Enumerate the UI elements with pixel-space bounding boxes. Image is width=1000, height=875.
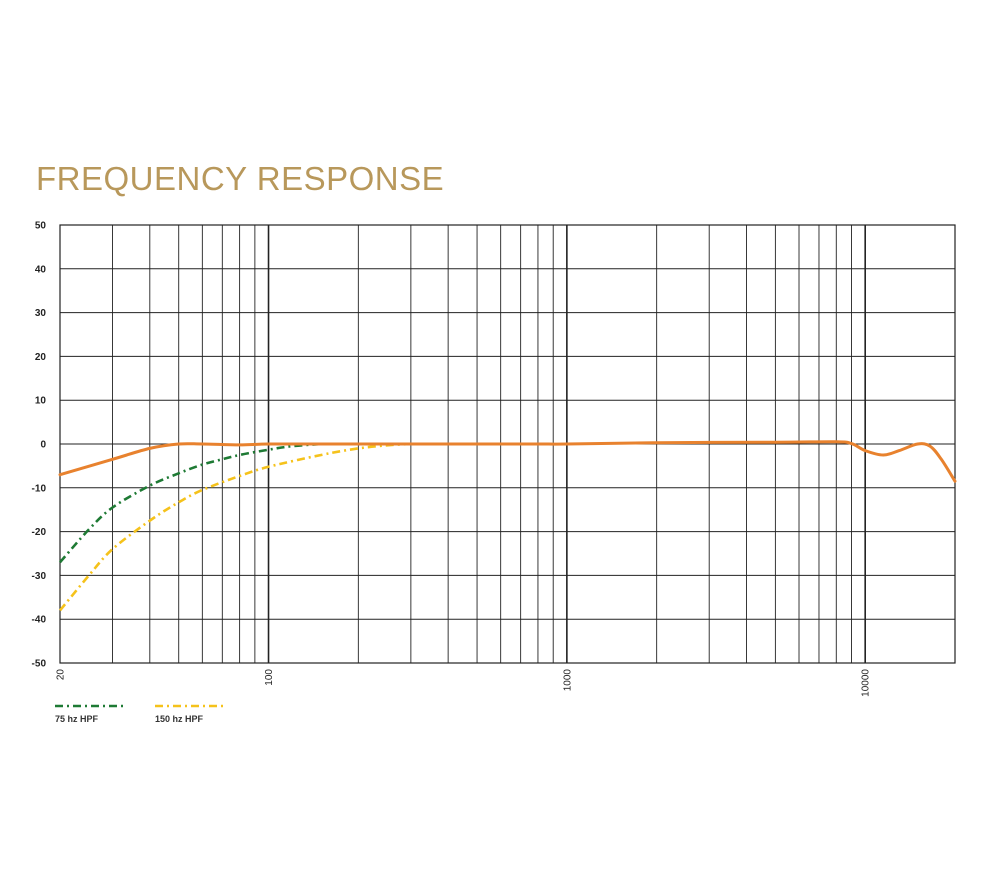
y-tick-label: 20 bbox=[35, 352, 47, 363]
chart-title: FREQUENCY RESPONSE bbox=[36, 160, 445, 197]
y-tick-label: -20 bbox=[32, 527, 47, 538]
y-tick-label: 0 bbox=[40, 440, 46, 451]
y-tick-label: -50 bbox=[32, 659, 47, 670]
y-tick-label: -30 bbox=[32, 571, 47, 582]
series-line-75-hz-hpf bbox=[59, 442, 322, 564]
y-tick-label: 50 bbox=[35, 221, 47, 232]
legend: 75 hz HPF 150 hz HPF bbox=[55, 704, 227, 724]
y-tick-label: -40 bbox=[32, 615, 47, 626]
x-tick-label: 1000 bbox=[562, 669, 573, 692]
y-tick-labels: 50 40 30 20 10 0 -10 -20 -30 -40 -50 bbox=[32, 221, 47, 670]
series-line-150-hz-hpf bbox=[58, 442, 411, 612]
y-tick-label: 10 bbox=[35, 396, 47, 407]
legend-label: 150 hz HPF bbox=[155, 714, 204, 724]
series-lines bbox=[58, 440, 957, 612]
y-tick-label: 30 bbox=[35, 308, 47, 319]
legend-label: 75 hz HPF bbox=[55, 714, 99, 724]
series-line-response bbox=[58, 440, 957, 483]
x-tick-label: 20 bbox=[56, 669, 67, 681]
y-tick-label: 40 bbox=[35, 264, 47, 275]
y-tick-label: -10 bbox=[32, 483, 47, 494]
x-tick-label: 100 bbox=[264, 669, 275, 686]
x-tick-label: 10000 bbox=[861, 669, 872, 697]
x-tick-labels: 20 100 1000 10000 bbox=[56, 669, 872, 697]
